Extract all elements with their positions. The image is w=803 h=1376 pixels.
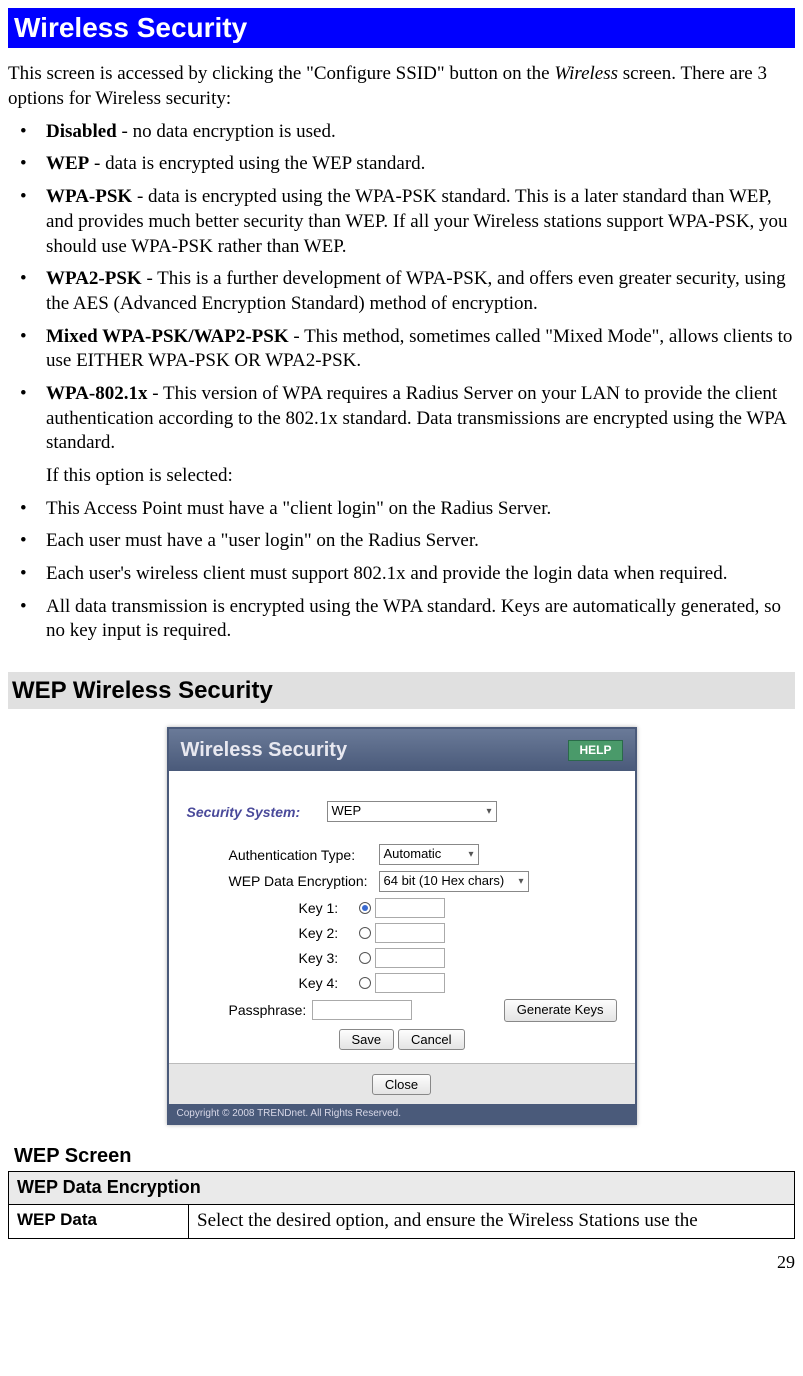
option-label: Disabled: [46, 121, 117, 142]
option-text: - This is a further development of WPA-P…: [46, 268, 786, 314]
key-row-4: Key 4:: [299, 973, 617, 993]
key-row-2: Key 2:: [299, 923, 617, 943]
option-text: - no data encryption is used.: [117, 121, 336, 142]
list-item: WPA-802.1x - This version of WPA require…: [8, 382, 795, 489]
key-input-1[interactable]: [375, 898, 445, 918]
wep-enc-label: WEP Data Encryption:: [229, 872, 379, 890]
option-label: WPA-802.1x: [46, 383, 148, 404]
section-heading: WEP Wireless Security: [8, 672, 795, 709]
panel-body: Security System: WEP Authentication Type…: [169, 771, 635, 1062]
key-input-2[interactable]: [375, 923, 445, 943]
key-label: Key 3:: [299, 949, 359, 967]
wireless-security-panel: Wireless Security HELP Security System: …: [167, 727, 637, 1125]
list-item: This Access Point must have a "client lo…: [8, 497, 795, 522]
key-input-3[interactable]: [375, 948, 445, 968]
sub-bullet: All data transmission is encrypted using…: [46, 596, 781, 642]
option-text: - This version of WPA requires a Radius …: [46, 383, 786, 453]
list-item: WPA2-PSK - This is a further development…: [8, 267, 795, 316]
option-extra: If this option is selected:: [46, 464, 795, 489]
list-item: WEP - data is encrypted using the WEP st…: [8, 152, 795, 177]
cancel-button[interactable]: Cancel: [398, 1029, 464, 1050]
page-number: 29: [8, 1251, 795, 1274]
key-radio-4[interactable]: [359, 977, 371, 989]
sub-bullet: Each user must have a "user login" on th…: [46, 530, 479, 551]
security-system-label: Security System:: [187, 803, 327, 821]
option-label: WPA2-PSK: [46, 268, 142, 289]
panel-header: Wireless Security HELP: [169, 729, 635, 771]
save-button[interactable]: Save: [339, 1029, 395, 1050]
wep-enc-select[interactable]: 64 bit (10 Hex chars): [379, 871, 529, 892]
list-item: Each user's wireless client must support…: [8, 562, 795, 587]
wep-table: WEP Data Encryption WEP Data Select the …: [8, 1171, 795, 1238]
intro-emphasis: Wireless: [554, 63, 618, 84]
passphrase-label: Passphrase:: [229, 1001, 307, 1019]
list-item: Mixed WPA-PSK/WAP2-PSK - This method, so…: [8, 325, 795, 374]
list-item: WPA-PSK - data is encrypted using the WP…: [8, 185, 795, 259]
table-group-header: WEP Data Encryption: [9, 1172, 795, 1204]
passphrase-input[interactable]: [312, 1000, 412, 1020]
option-label: WPA-PSK: [46, 186, 132, 207]
sub-bullet: Each user's wireless client must support…: [46, 563, 727, 584]
close-button[interactable]: Close: [372, 1074, 431, 1095]
intro-text-1: This screen is accessed by clicking the …: [8, 63, 554, 84]
option-text: - data is encrypted using the WEP standa…: [89, 153, 425, 174]
auth-type-label: Authentication Type:: [229, 846, 379, 864]
key-label: Key 4:: [299, 974, 359, 992]
figure-caption: WEP Screen: [14, 1143, 795, 1169]
table-row-value: Select the desired option, and ensure th…: [189, 1204, 795, 1238]
key-label: Key 1:: [299, 899, 359, 917]
intro-paragraph: This screen is accessed by clicking the …: [8, 62, 795, 111]
panel-copyright: Copyright © 2008 TRENDnet. All Rights Re…: [169, 1104, 635, 1123]
table-row-label: WEP Data: [9, 1204, 189, 1238]
panel-title: Wireless Security: [181, 737, 348, 763]
sub-bullet: This Access Point must have a "client lo…: [46, 498, 551, 519]
list-item: All data transmission is encrypted using…: [8, 595, 795, 644]
option-label: Mixed WPA-PSK/WAP2-PSK: [46, 326, 289, 347]
option-label: WEP: [46, 153, 89, 174]
figure-container: Wireless Security HELP Security System: …: [8, 723, 795, 1135]
key-input-4[interactable]: [375, 973, 445, 993]
list-item: Each user must have a "user login" on th…: [8, 529, 795, 554]
security-system-select[interactable]: WEP: [327, 801, 497, 822]
key-radio-1[interactable]: [359, 902, 371, 914]
key-radio-3[interactable]: [359, 952, 371, 964]
generate-keys-button[interactable]: Generate Keys: [504, 999, 617, 1022]
page-title-bar: Wireless Security: [8, 8, 795, 48]
option-text: - data is encrypted using the WPA-PSK st…: [46, 186, 788, 256]
help-button[interactable]: HELP: [568, 740, 622, 762]
auth-type-select[interactable]: Automatic: [379, 844, 479, 865]
key-row-3: Key 3:: [299, 948, 617, 968]
security-options-list: Disabled - no data encryption is used. W…: [8, 120, 795, 644]
key-label: Key 2:: [299, 924, 359, 942]
key-radio-2[interactable]: [359, 927, 371, 939]
list-item: Disabled - no data encryption is used.: [8, 120, 795, 145]
key-row-1: Key 1:: [299, 898, 617, 918]
